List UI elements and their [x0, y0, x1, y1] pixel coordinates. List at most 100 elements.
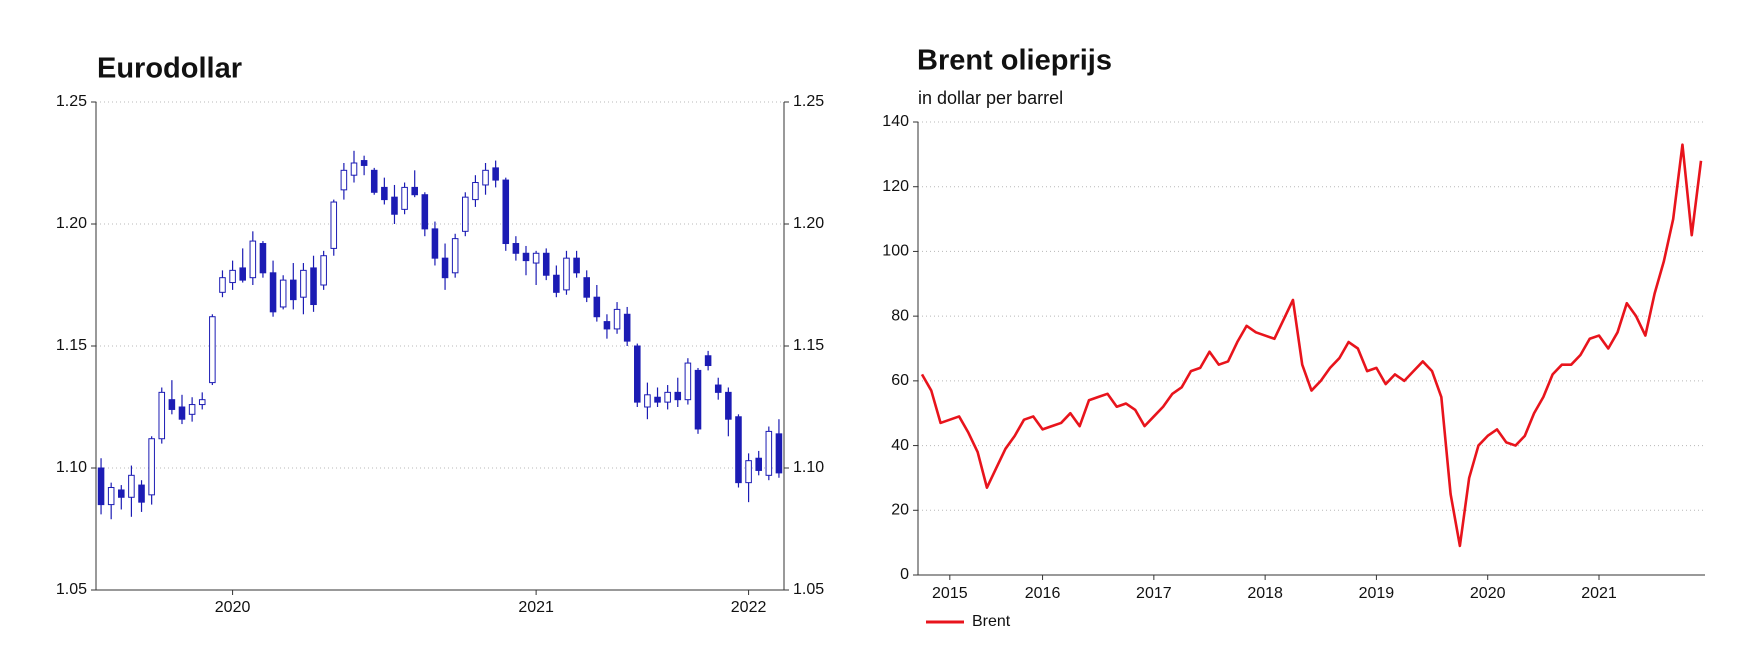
candle-body	[755, 457, 762, 471]
candle-body	[623, 313, 631, 342]
candle-body	[745, 460, 752, 484]
legend-label: Brent	[972, 613, 1011, 630]
candle-body	[370, 169, 378, 193]
candle-body	[421, 194, 429, 230]
y-tick-label: 1.10	[793, 459, 824, 476]
y-tick-label: 1.10	[56, 459, 87, 476]
x-tick-label: 2017	[1136, 585, 1172, 602]
candle-body	[168, 399, 176, 410]
chart-subtitle: in dollar per barrel	[918, 88, 1063, 108]
candle-body	[411, 186, 418, 196]
y-tick-label: 1.20	[793, 215, 824, 232]
candle-body	[391, 196, 398, 215]
candle-body	[320, 255, 327, 286]
candle-body	[259, 243, 267, 274]
candle-body	[532, 252, 540, 264]
candle-body	[401, 186, 408, 210]
candle-body	[542, 252, 550, 276]
candle-body	[128, 474, 135, 498]
candle-body	[209, 316, 216, 384]
x-tick-label: 2016	[1025, 585, 1061, 602]
x-tick-label: 2021	[1581, 585, 1617, 602]
candle-body	[462, 196, 469, 232]
candle-body	[178, 406, 186, 420]
candle-body	[188, 404, 196, 415]
candle-body	[107, 487, 115, 506]
candle-body	[573, 257, 580, 274]
candle-body	[198, 399, 206, 406]
data-line	[920, 143, 1703, 548]
candle-body	[735, 416, 742, 484]
y-tick-label: 1.15	[56, 337, 87, 354]
candle-body	[269, 272, 277, 313]
candle-body	[775, 433, 783, 474]
y-tick-label: 20	[891, 502, 909, 519]
chart-title: Brent olieprijs	[917, 45, 1112, 77]
candle-body	[340, 169, 348, 191]
candle-body	[634, 345, 641, 403]
x-tick-label: 2022	[731, 599, 767, 616]
candle-body	[330, 201, 338, 249]
candle-body	[644, 394, 651, 408]
candle-body	[350, 162, 358, 176]
candle-body	[97, 467, 105, 506]
y-tick-label: 60	[891, 372, 909, 389]
x-tick-label: 2018	[1247, 585, 1283, 602]
candle-body	[593, 296, 601, 318]
x-tick-label: 2021	[518, 599, 554, 616]
chart-title: Eurodollar	[97, 53, 242, 85]
y-tick-label: 140	[882, 113, 909, 130]
x-tick-label: 2019	[1359, 585, 1395, 602]
candle-body	[279, 279, 287, 308]
candle-body	[674, 391, 682, 401]
candle-body	[310, 267, 317, 306]
y-tick-label: 120	[882, 178, 909, 195]
x-tick-label: 2015	[932, 585, 968, 602]
y-tick-label: 40	[891, 437, 909, 454]
candle-body	[714, 384, 722, 393]
candle-body	[138, 484, 145, 503]
y-tick-label: 80	[891, 307, 909, 324]
candle-body	[249, 240, 257, 279]
candle-body	[381, 186, 388, 201]
candle-body	[239, 267, 246, 281]
candle-body	[684, 362, 692, 401]
y-tick-label: 1.15	[793, 337, 824, 354]
candle-body	[522, 252, 530, 262]
candle-body	[502, 179, 510, 245]
candle-body	[725, 391, 732, 420]
candle-body	[451, 238, 459, 274]
x-tick-label: 2020	[1470, 585, 1506, 602]
candle-body	[765, 430, 773, 476]
candle-body	[613, 308, 621, 330]
y-tick-label: 1.25	[793, 93, 824, 110]
candle-body	[694, 369, 702, 430]
candle-body	[229, 269, 236, 284]
y-tick-label: 1.05	[56, 581, 87, 598]
candle-body	[300, 269, 307, 298]
y-tick-label: 1.20	[56, 215, 87, 232]
candle-body	[431, 228, 439, 259]
y-tick-label: 1.25	[56, 93, 87, 110]
x-tick-label: 2020	[215, 599, 251, 616]
candle-body	[512, 243, 520, 254]
candle-body	[360, 160, 368, 166]
candle-body	[158, 391, 166, 440]
candle-body	[219, 277, 226, 293]
candle-body	[482, 169, 489, 186]
candle-body	[583, 277, 590, 298]
candle-body	[664, 391, 671, 403]
candle-body	[654, 396, 661, 403]
candle-body	[603, 321, 611, 330]
y-tick-label: 1.05	[793, 581, 824, 598]
y-tick-label: 100	[882, 243, 909, 260]
candle-body	[704, 355, 712, 367]
candle-body	[563, 257, 570, 291]
candle-body	[118, 489, 125, 498]
candle-body	[148, 438, 155, 496]
candle-body	[441, 257, 449, 279]
candle-body	[472, 182, 479, 201]
candle-body	[553, 274, 560, 293]
candle-body	[492, 167, 499, 181]
